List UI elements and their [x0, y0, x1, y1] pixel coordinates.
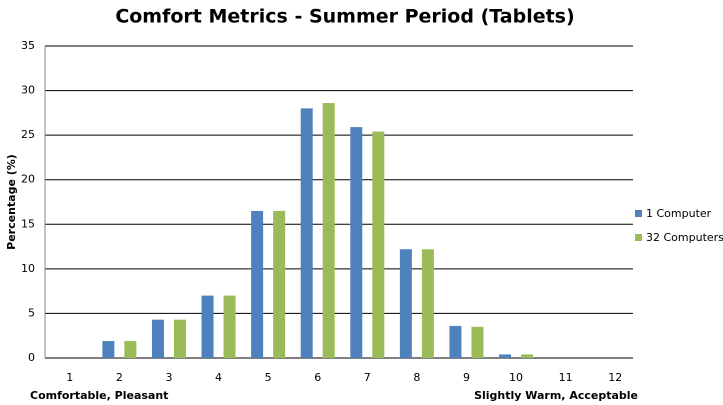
bar [251, 210, 264, 358]
legend-swatch [635, 234, 642, 241]
legend-label: 1 Computer [646, 207, 712, 220]
bar [449, 325, 462, 358]
bar [521, 354, 534, 358]
bar [350, 127, 363, 359]
legend-label: 32 Computers [646, 231, 723, 244]
x-tick-label: 7 [364, 371, 371, 384]
x-tick-label: 4 [215, 371, 222, 384]
x-tick-label: 12 [608, 371, 622, 384]
y-tick-label: 5 [28, 306, 35, 319]
y-tick-label: 35 [21, 39, 35, 52]
bar [322, 103, 335, 359]
bar [421, 249, 434, 358]
x-tick-label: 6 [314, 371, 321, 384]
x-tick-label: 2 [116, 371, 123, 384]
bar [372, 131, 385, 358]
bar [124, 341, 137, 358]
x-tick-label: 1 [66, 371, 73, 384]
bar [300, 108, 313, 359]
y-tick-label: 20 [21, 173, 35, 186]
y-axis-label: Percentage (%) [5, 154, 18, 250]
x-tick-label: 9 [463, 371, 470, 384]
chart-title: Comfort Metrics - Summer Period (Tablets… [115, 6, 574, 28]
bar [151, 319, 164, 358]
y-tick-label: 15 [21, 217, 35, 230]
bar [273, 210, 286, 358]
x-tick-label: 5 [265, 371, 272, 384]
bar [471, 326, 484, 358]
bar [173, 319, 186, 358]
y-tick-label: 10 [21, 262, 35, 275]
legend-swatch [635, 210, 642, 217]
x-tick-label: 3 [165, 371, 172, 384]
bar [399, 249, 412, 358]
x-tick-label: 8 [413, 371, 420, 384]
x-tick-label: 11 [559, 371, 573, 384]
annotation: Comfortable, Pleasant [30, 389, 168, 402]
bar [102, 341, 115, 358]
bar [223, 295, 236, 358]
y-tick-label: 30 [21, 84, 35, 97]
bar [201, 295, 214, 358]
y-tick-label: 25 [21, 128, 35, 141]
annotation: Slightly Warm, Acceptable [474, 389, 638, 402]
bar [499, 354, 512, 358]
x-tick-label: 10 [509, 371, 523, 384]
y-tick-label: 0 [28, 351, 35, 364]
